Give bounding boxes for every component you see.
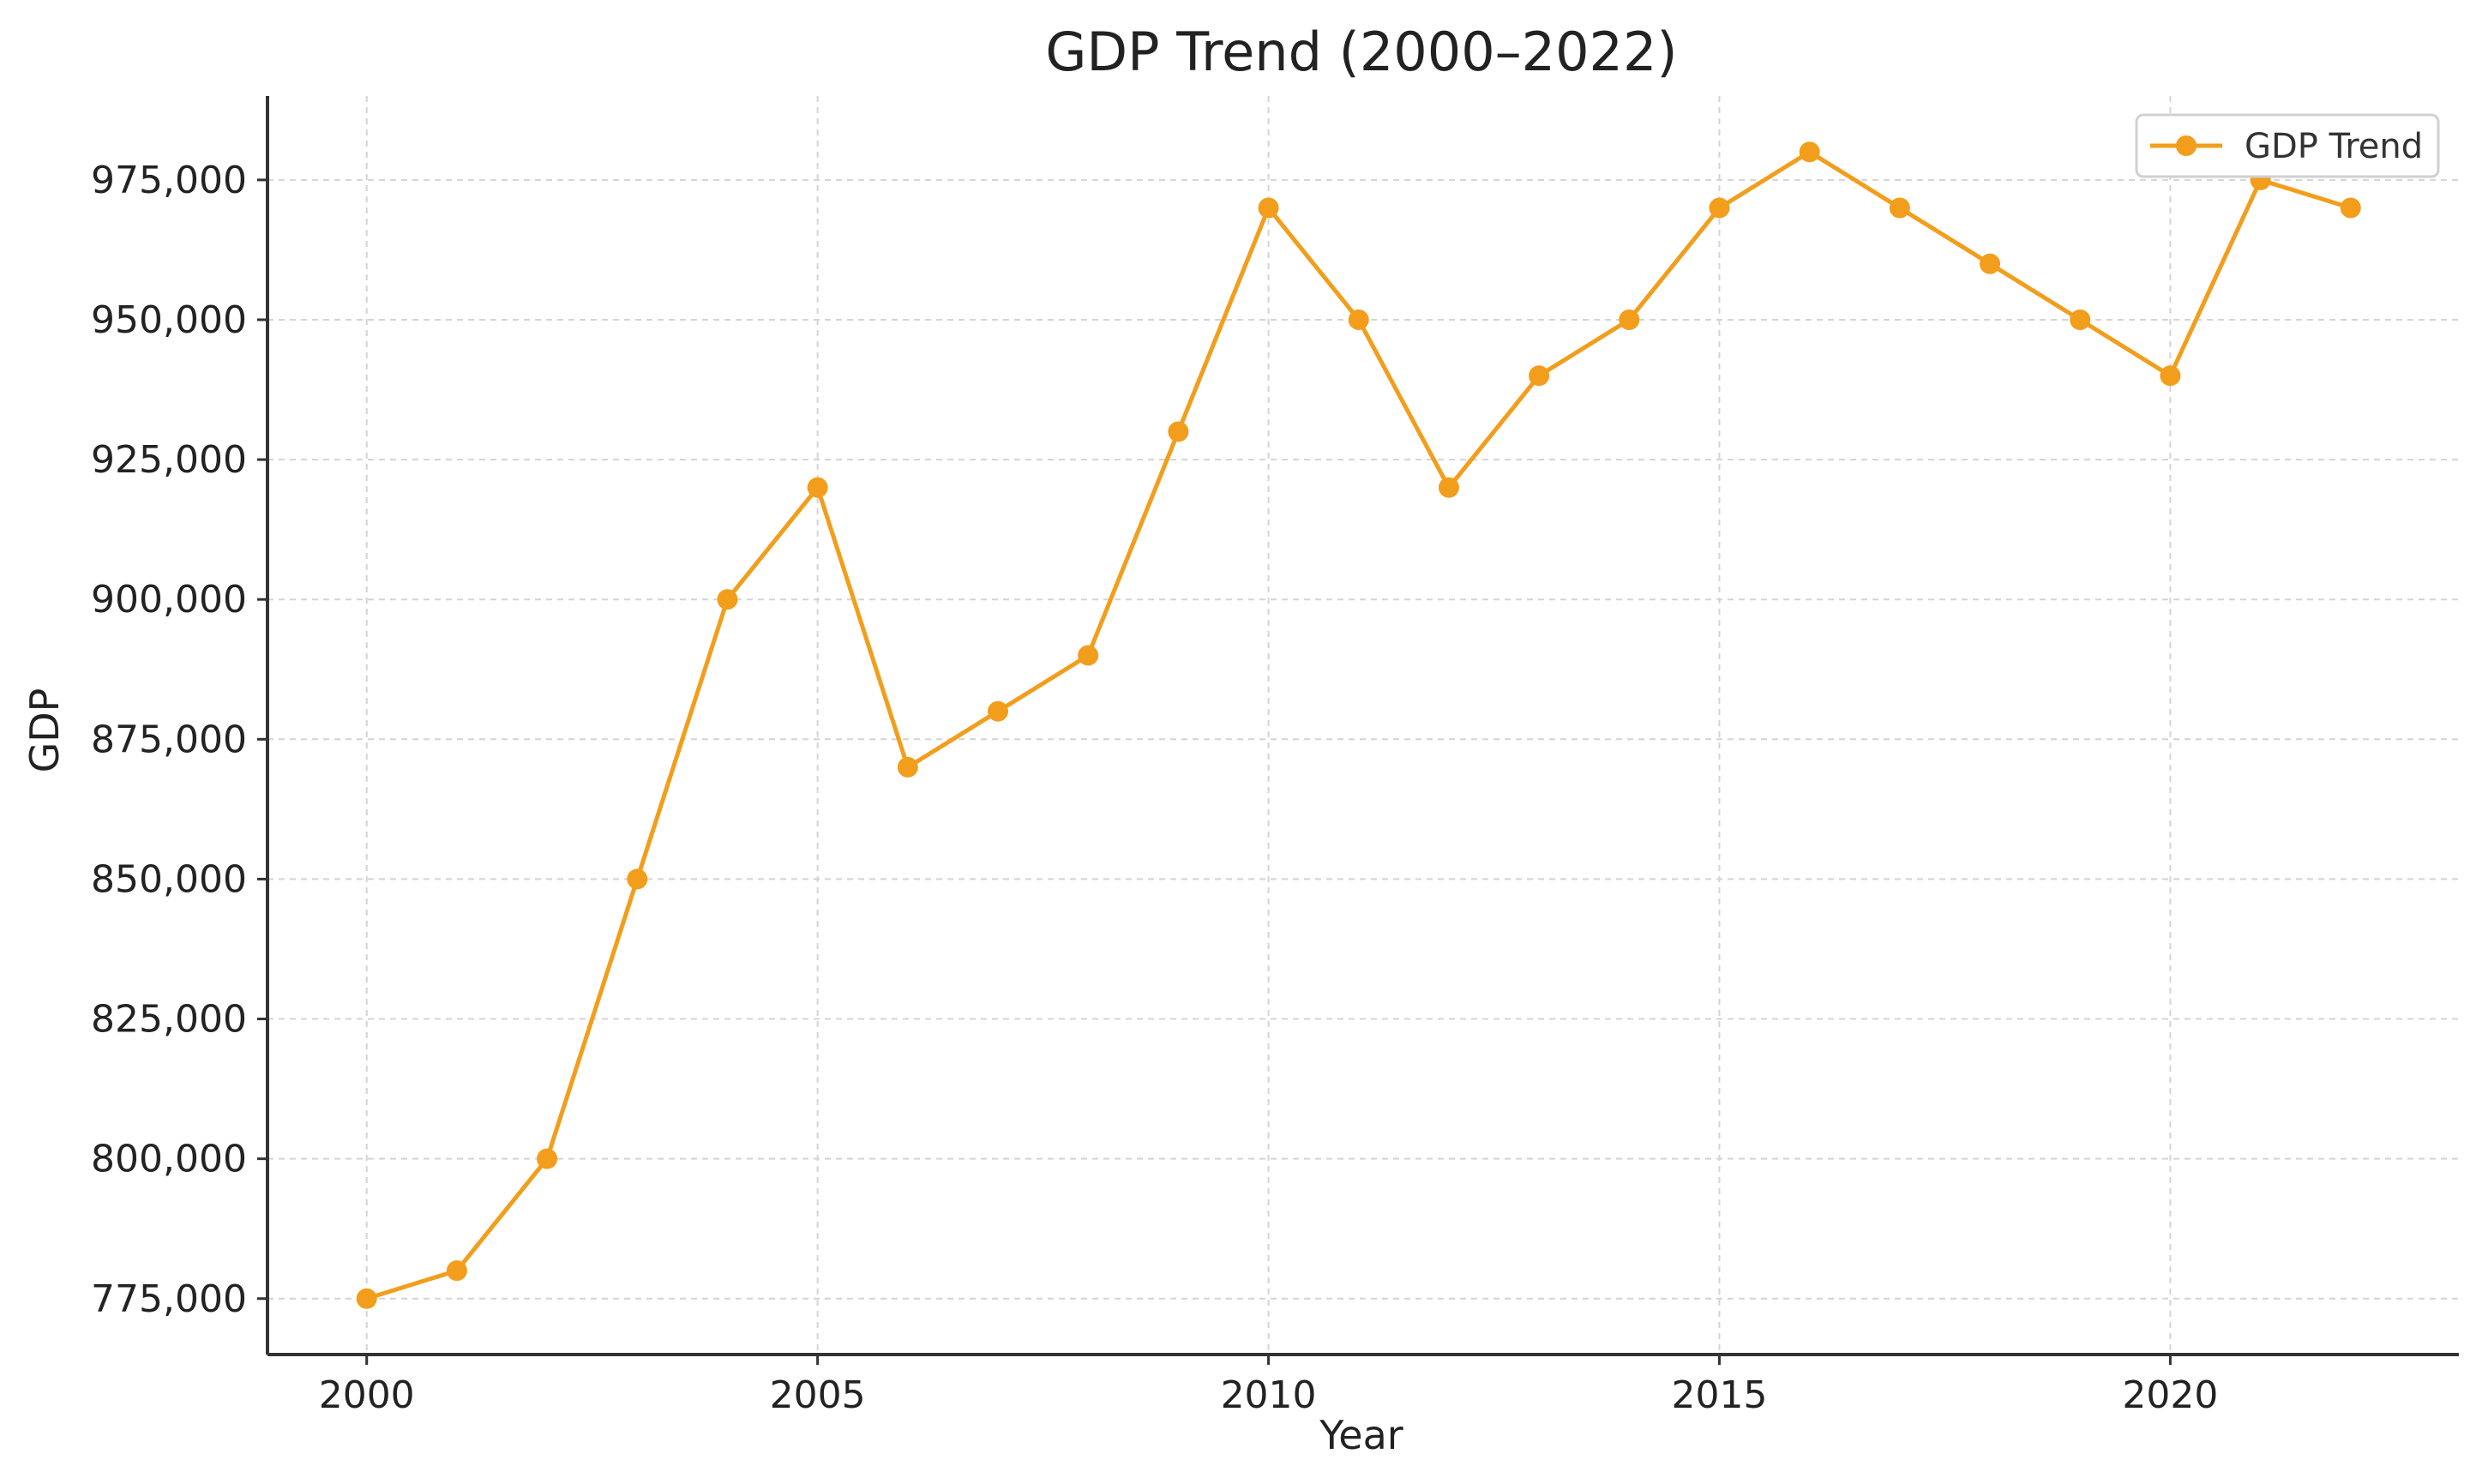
data-point: [446, 1260, 467, 1282]
data-point: [2340, 197, 2361, 219]
y-tick-label: 775,000: [91, 1277, 247, 1321]
data-point: [988, 700, 1008, 722]
data-point: [2160, 365, 2181, 387]
data-point: [1709, 197, 1730, 219]
legend-marker-swatch: [2176, 135, 2197, 156]
legend-label: GDP Trend: [2245, 127, 2423, 166]
y-tick-label: 950,000: [91, 298, 247, 342]
y-tick-label: 975,000: [91, 159, 247, 202]
grid: [267, 96, 2459, 1355]
y-tick-label: 825,000: [91, 998, 247, 1042]
data-point: [1529, 365, 1550, 387]
y-tick-label: 800,000: [91, 1138, 247, 1181]
data-point: [537, 1148, 558, 1169]
data-point: [1078, 645, 1099, 666]
y-tick-label: 900,000: [91, 578, 247, 622]
data-point: [1619, 309, 1640, 330]
data-point: [627, 868, 648, 890]
series-0: [356, 141, 2361, 1309]
x-tick-label: 2005: [770, 1373, 866, 1417]
legend-box: [2135, 113, 2440, 178]
y-tick-label: 875,000: [91, 718, 247, 761]
data-point: [807, 477, 828, 498]
data-point: [1348, 309, 1369, 330]
y-tick-label: 850,000: [91, 857, 247, 901]
data-point: [1258, 197, 1279, 219]
x-tick-label: 2015: [1671, 1373, 1767, 1417]
data-point: [1799, 141, 1820, 163]
y-axis-title: GDP: [21, 688, 68, 773]
x-tick-label: 2000: [319, 1373, 415, 1417]
data-point: [1168, 421, 1189, 442]
legend: GDP Trend: [2135, 113, 2440, 178]
tick-labels: 2000 2005 2010 2015 2020 775,000 800,000 825,00…: [91, 159, 2218, 1417]
x-tick-label: 2010: [1221, 1373, 1317, 1417]
data-point: [897, 756, 918, 778]
data-point: [356, 1288, 377, 1309]
axes: [257, 96, 2459, 1365]
data-point: [1438, 477, 1459, 498]
x-axis-title: Year: [1319, 1412, 1403, 1458]
x-tick-label: 2020: [2122, 1373, 2218, 1417]
data-point: [2070, 309, 2091, 330]
data-point: [1980, 253, 2001, 274]
y-tick-label: 925,000: [91, 438, 247, 482]
titles: GDP Trend (2000–2022) Year GDP: [21, 21, 1678, 1458]
data-point: [717, 589, 738, 610]
data-point: [1889, 197, 1910, 219]
chart-title: GDP Trend (2000–2022): [1045, 21, 1677, 83]
series-layer: [356, 141, 2361, 1309]
